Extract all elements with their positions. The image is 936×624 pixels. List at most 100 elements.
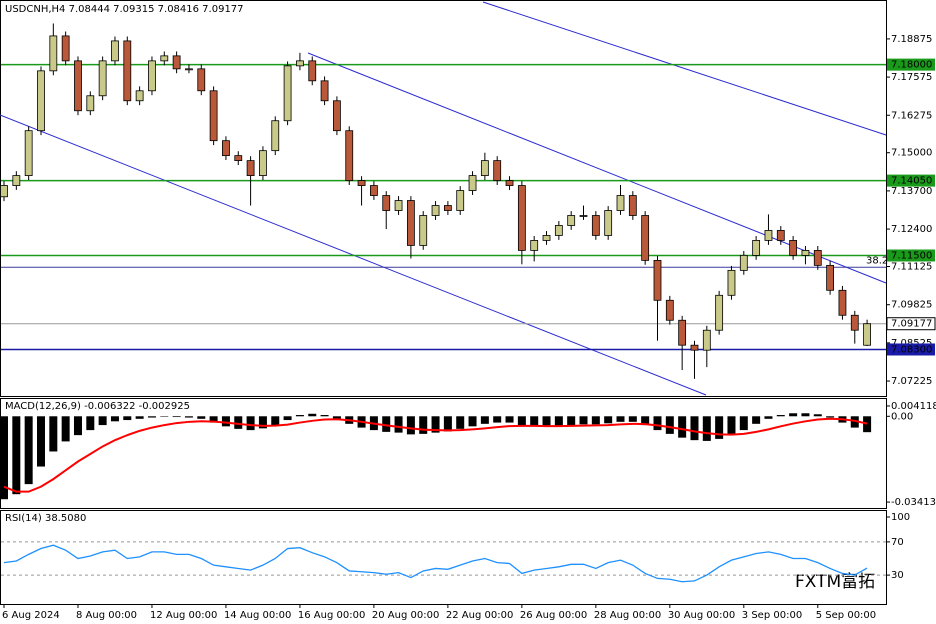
macd-bar xyxy=(172,416,181,418)
candle-body xyxy=(12,175,21,186)
candle-body xyxy=(61,35,70,62)
price-title: USDCNH,H4 7.08444 7.09315 7.08416 7.0917… xyxy=(5,4,244,15)
price-level-label: 7.11500 xyxy=(891,251,932,262)
signal-line xyxy=(3,417,868,493)
candle-body xyxy=(813,250,822,266)
candle-body xyxy=(111,40,119,62)
x-tick-label: 16 Aug 00:00 xyxy=(298,610,365,621)
x-tick-label: 8 Aug 00:00 xyxy=(76,610,137,621)
candle-body xyxy=(616,195,625,211)
macd-bar xyxy=(591,416,600,425)
candle-body xyxy=(863,323,871,346)
macd-bar xyxy=(234,416,243,429)
macd-bar xyxy=(653,416,662,431)
macd-bar xyxy=(12,416,21,495)
macd-bar xyxy=(320,415,329,417)
candle-body xyxy=(296,60,304,67)
candle-body xyxy=(702,329,711,351)
macd-bar xyxy=(678,416,687,438)
macd-bar xyxy=(197,416,206,419)
candle-body xyxy=(567,215,576,226)
price-panel xyxy=(0,0,887,397)
macd-bar xyxy=(616,416,625,422)
x-tick-label: 12 Aug 00:00 xyxy=(150,610,217,621)
candle-body xyxy=(86,95,95,112)
candle-body xyxy=(604,210,613,236)
macd-bar xyxy=(110,416,119,422)
macd-bar xyxy=(271,416,280,426)
candle-body xyxy=(591,215,600,236)
candle-body xyxy=(333,100,341,132)
macd-bar xyxy=(579,416,588,425)
rsi-title: RSI(14) 38.5080 xyxy=(5,513,86,524)
macd-bar xyxy=(419,416,428,434)
macd-bar xyxy=(443,416,452,432)
macd-bar xyxy=(468,416,477,427)
macd-bar xyxy=(702,416,711,441)
candle-body xyxy=(234,155,243,162)
candle-body xyxy=(406,200,415,246)
y-tick-label: 30 xyxy=(891,570,904,581)
candle-body xyxy=(468,175,477,191)
candle-body xyxy=(715,294,724,331)
candle-body xyxy=(789,240,798,256)
macd-bar xyxy=(789,413,798,417)
macd-bar xyxy=(641,416,650,426)
macd-bar xyxy=(147,416,156,418)
macd-bar xyxy=(665,416,674,434)
y-tick-label: 100 xyxy=(891,512,910,523)
candle-body xyxy=(98,60,107,97)
macd-bar xyxy=(493,416,502,423)
macd-bar xyxy=(382,416,391,432)
macd-bar xyxy=(826,416,835,418)
candle-body xyxy=(185,68,193,71)
y-tick-label: -0.034137 xyxy=(891,497,936,508)
macd-bar xyxy=(209,416,218,423)
candle-body xyxy=(838,289,847,316)
x-tick-label: 5 Sep 00:00 xyxy=(816,610,876,621)
candle-body xyxy=(505,180,514,186)
candle-body xyxy=(579,215,588,217)
channel-line xyxy=(482,1,887,136)
x-tick-label: 6 Aug 2024 xyxy=(2,610,60,621)
macd-bar xyxy=(850,416,859,428)
macd-bar xyxy=(517,416,526,426)
candle-body xyxy=(801,250,810,256)
macd-bar xyxy=(61,416,70,442)
candle-body xyxy=(172,55,181,70)
macd-bar xyxy=(0,416,8,500)
candle-body xyxy=(752,240,761,256)
macd-title: MACD(12,26,9) -0.006322 -0.002925 xyxy=(5,401,190,412)
price-level-box xyxy=(887,249,935,262)
macd-bar xyxy=(604,416,613,424)
candle-body xyxy=(148,60,156,92)
macd-bar xyxy=(24,416,33,485)
price-level-box xyxy=(887,343,935,356)
macd-bar xyxy=(863,416,872,433)
candle-body xyxy=(345,130,354,181)
y-tick-label: 7.07225 xyxy=(891,376,932,387)
watermark: FXTM富拓 xyxy=(795,572,875,592)
macd-bar xyxy=(801,413,810,417)
macd-bar xyxy=(332,416,341,419)
macd-bar xyxy=(394,416,403,433)
candle-body xyxy=(456,190,465,211)
candle-body xyxy=(123,40,132,102)
y-tick-label: 7.09825 xyxy=(891,300,932,311)
macd-bar xyxy=(49,416,58,452)
macd-bar xyxy=(36,416,45,467)
candle-body xyxy=(530,240,539,251)
macd-bar xyxy=(431,416,440,433)
macd-bar xyxy=(727,416,736,436)
macd-bar xyxy=(542,416,551,427)
candle-body xyxy=(222,140,230,157)
x-tick-label: 20 Aug 00:00 xyxy=(372,610,439,621)
macd-bar xyxy=(752,416,761,424)
macd-bar xyxy=(813,414,822,417)
candle-body xyxy=(246,160,255,176)
candle-body xyxy=(431,205,440,216)
x-tick-label: 26 Aug 00:00 xyxy=(520,610,587,621)
candle-body xyxy=(160,55,169,62)
candle-body xyxy=(554,225,563,236)
y-tick-label: 7.17575 xyxy=(891,72,932,83)
